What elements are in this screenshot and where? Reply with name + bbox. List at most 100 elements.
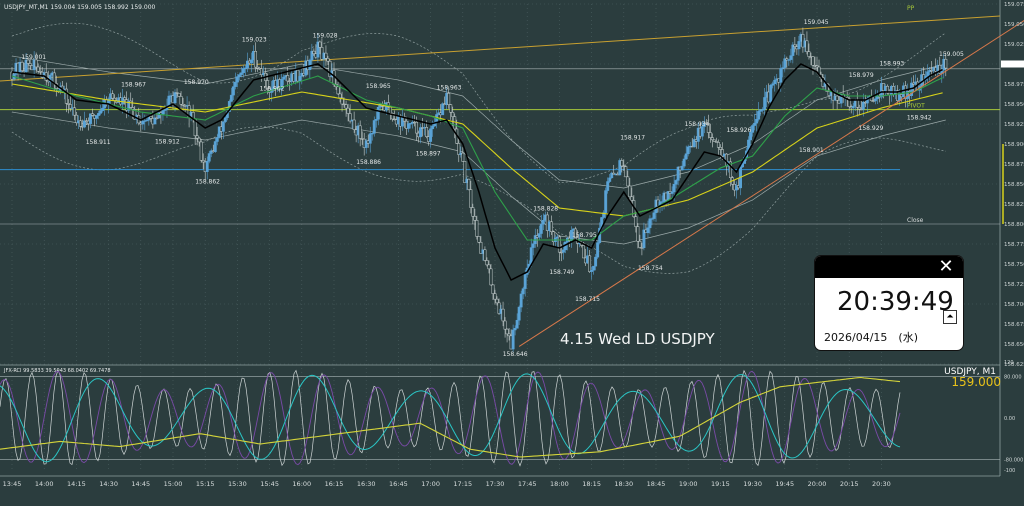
candle-body [370,133,374,135]
candle-body [409,123,412,125]
candle-body [157,112,161,119]
candle-body [487,264,491,270]
candle-body [557,236,561,253]
price-label: 158.917 [620,134,645,141]
candle-body [720,149,724,157]
candle-body [316,41,320,58]
rci-label: JFX-RCI 99.5833 39.5043 68.0402 69.7478 [3,368,111,374]
candle-body [793,44,797,47]
price-tick-label: 158.900 [1004,142,1024,148]
candle-body [779,68,783,83]
candle-body [700,126,704,137]
chart-title: USDJPY_MT,M1 159.004 159.005 158.992 159… [4,4,156,11]
ma-black [11,63,943,282]
candle-body [529,247,533,265]
trend-line [518,20,1024,347]
candle-body [221,121,225,132]
price-label: 159.045 [804,19,829,26]
band-lower-outer [11,126,946,274]
time-tick-label: 20:15 [840,480,859,488]
candle-body [213,141,217,152]
candle-body [650,218,654,220]
time-tick-label: 14:45 [131,480,150,488]
candle-body [352,119,356,130]
candle-body [686,146,690,155]
price-label: 158.911 [86,139,111,146]
price-label: 158.967 [121,81,146,88]
close-icon[interactable]: ✕ [938,256,954,277]
candle-body [791,44,795,56]
candle-body [175,92,179,94]
candle-body [531,243,535,248]
candle-body [513,328,517,331]
price-label: 158.979 [849,72,874,79]
price-label: 158.970 [184,79,209,86]
time-tick-label: 15:45 [260,480,279,488]
price-tick-label: 158.775 [1004,242,1024,248]
candle-body [340,97,344,105]
price-label: 158.901 [799,147,824,154]
candle-body [710,137,714,141]
candle-body [855,100,859,108]
candle-body [523,274,527,289]
current-price-box [1001,60,1024,68]
candle-body [66,103,70,105]
time-tick-label: 13:45 [3,480,22,488]
price-label: 158.715 [575,296,600,303]
price-label: 158.754 [638,265,663,272]
annotation-text: 4.15 Wed LD USDJPY [560,330,716,348]
candle-body [101,107,105,111]
candle-body [473,216,477,221]
candle-body [173,92,177,104]
candle-body [312,50,316,54]
candle-body [256,66,259,69]
candle-body [318,41,322,48]
time-tick-label: 15:00 [164,480,183,488]
price-label: 158.926 [727,127,752,134]
candle-body [34,59,38,68]
candle-body [89,113,92,124]
time-tick-label: 18:15 [582,480,601,488]
candle-body [229,94,233,102]
candle-body [769,85,773,103]
candle-body [123,97,127,101]
price-label: 158.912 [155,138,180,145]
candle-body [83,120,86,128]
candle-body [503,320,507,330]
candle-body [847,98,851,107]
candle-body [52,72,56,84]
price-tick-label: 158.700 [1004,302,1024,308]
price-tick-label: 158.725 [1004,282,1024,288]
candle-body [36,66,40,72]
candle-body [517,306,521,321]
time-tick-label: 15:30 [228,480,247,488]
candle-body [326,58,330,62]
rci-tick-label: -80.000 [1004,458,1023,464]
candle-body [129,100,133,108]
candle-body [145,119,149,122]
candle-body [682,158,686,167]
price-label: 159.001 [21,54,46,61]
clock-title-bar: ✕ [815,256,963,278]
price-label: 158.886 [356,159,381,166]
time-tick-label: 16:30 [357,480,376,488]
candle-body [541,219,545,225]
candle-body [209,150,213,154]
time-tick-label: 18:00 [550,480,569,488]
clock-widget[interactable]: ✕ 20:39:49 ⏶ 2026/04/15 (水) [815,256,963,350]
candle-body [24,59,28,72]
price-label: 158.962 [260,85,285,92]
candle-body [674,180,678,185]
candle-body [149,116,153,119]
candle-body [612,172,616,175]
time-tick-label: 14:30 [99,480,118,488]
candle-body [215,137,219,142]
candle-body [479,242,483,254]
pin-icon[interactable]: ⏶ [943,310,957,324]
candle-body [463,161,467,183]
candle-body [415,121,418,134]
candle-body [594,256,598,267]
candle-body [708,132,712,138]
